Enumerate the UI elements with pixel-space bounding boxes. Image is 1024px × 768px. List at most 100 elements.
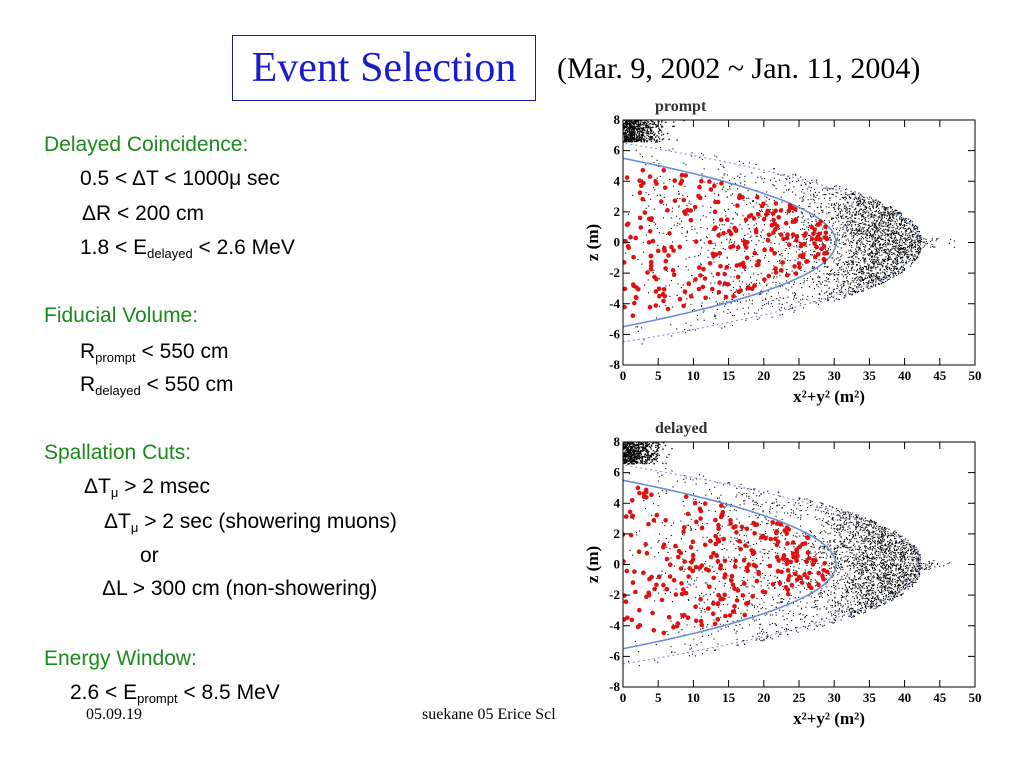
background-point <box>830 273 832 275</box>
background-point <box>925 568 927 570</box>
background-point <box>863 216 865 218</box>
background-point <box>912 573 914 575</box>
background-point <box>889 207 891 209</box>
ew-line-1: 2.6 < Eprompt < 8.5 MeV <box>70 681 280 706</box>
background-point <box>822 572 824 574</box>
background-point <box>828 274 830 276</box>
background-point <box>878 591 880 593</box>
background-point <box>877 234 879 236</box>
background-point <box>841 287 843 289</box>
background-point <box>633 122 635 125</box>
background-point <box>897 258 899 260</box>
background-point <box>875 252 877 254</box>
background-point <box>906 544 908 546</box>
background-point <box>858 284 860 286</box>
background-point <box>812 278 814 280</box>
background-point <box>875 249 877 251</box>
background-point <box>903 249 905 251</box>
background-point <box>667 270 669 272</box>
background-point <box>856 245 858 247</box>
background-point <box>827 249 829 251</box>
background-point <box>853 281 855 283</box>
background-point <box>909 232 911 234</box>
background-point <box>835 298 837 300</box>
selected-event-point <box>708 187 714 192</box>
background-point <box>780 196 782 198</box>
y-tick-label: 2 <box>614 204 621 219</box>
background-point <box>888 238 890 240</box>
selected-event-point <box>699 179 704 184</box>
background-point <box>855 611 857 613</box>
background-point <box>636 132 638 134</box>
background-point <box>717 293 719 295</box>
background-point <box>645 234 647 236</box>
background-point <box>848 208 850 210</box>
background-point <box>872 246 874 248</box>
background-point <box>843 297 845 299</box>
background-point <box>685 477 687 479</box>
background-point <box>766 283 768 285</box>
background-point <box>892 212 894 214</box>
background-point <box>733 315 735 317</box>
selected-event-point <box>707 239 713 245</box>
background-point <box>913 548 915 550</box>
background-point <box>899 268 901 270</box>
background-point <box>844 192 846 194</box>
background-point <box>880 232 882 234</box>
background-point <box>892 217 894 219</box>
background-point <box>638 129 641 131</box>
background-point <box>786 302 788 304</box>
background-point <box>892 591 894 593</box>
background-point <box>811 606 813 608</box>
background-point <box>875 223 877 225</box>
background-point <box>742 281 744 283</box>
background-point <box>749 236 751 238</box>
background-point <box>701 592 703 594</box>
background-point <box>890 268 892 270</box>
background-point <box>812 193 814 195</box>
background-point <box>877 242 879 244</box>
background-point <box>829 246 831 248</box>
background-point <box>884 556 886 558</box>
background-point <box>878 583 880 585</box>
background-point <box>755 223 757 225</box>
background-point <box>637 127 639 129</box>
background-point <box>900 214 902 216</box>
chart-title: delayed <box>655 420 708 437</box>
selected-event-point <box>765 238 771 243</box>
background-point <box>731 314 733 316</box>
background-point <box>844 589 846 591</box>
background-point <box>740 483 742 485</box>
background-point <box>863 238 865 240</box>
background-point <box>669 548 671 550</box>
background-point <box>910 230 912 232</box>
background-point <box>754 620 756 622</box>
background-point <box>871 224 873 226</box>
background-point <box>865 566 867 568</box>
background-point <box>649 139 651 141</box>
background-point <box>834 275 836 277</box>
background-point <box>893 266 895 268</box>
background-point <box>632 133 634 135</box>
background-point <box>850 232 852 234</box>
background-point <box>908 228 910 230</box>
background-point <box>819 270 821 272</box>
background-point <box>764 614 766 616</box>
background-point <box>908 259 910 261</box>
background-point <box>841 196 843 198</box>
background-point <box>643 132 645 134</box>
background-point <box>881 266 883 268</box>
background-point <box>900 235 902 237</box>
background-point <box>894 249 896 251</box>
background-point <box>773 168 775 170</box>
background-point <box>891 254 893 256</box>
background-point <box>629 127 631 130</box>
background-point <box>865 286 867 288</box>
background-point <box>637 140 639 142</box>
background-point <box>859 267 861 269</box>
background-point <box>750 529 752 531</box>
background-point <box>845 596 847 598</box>
background-point <box>877 263 879 265</box>
background-point <box>644 284 646 286</box>
background-point <box>895 558 897 560</box>
